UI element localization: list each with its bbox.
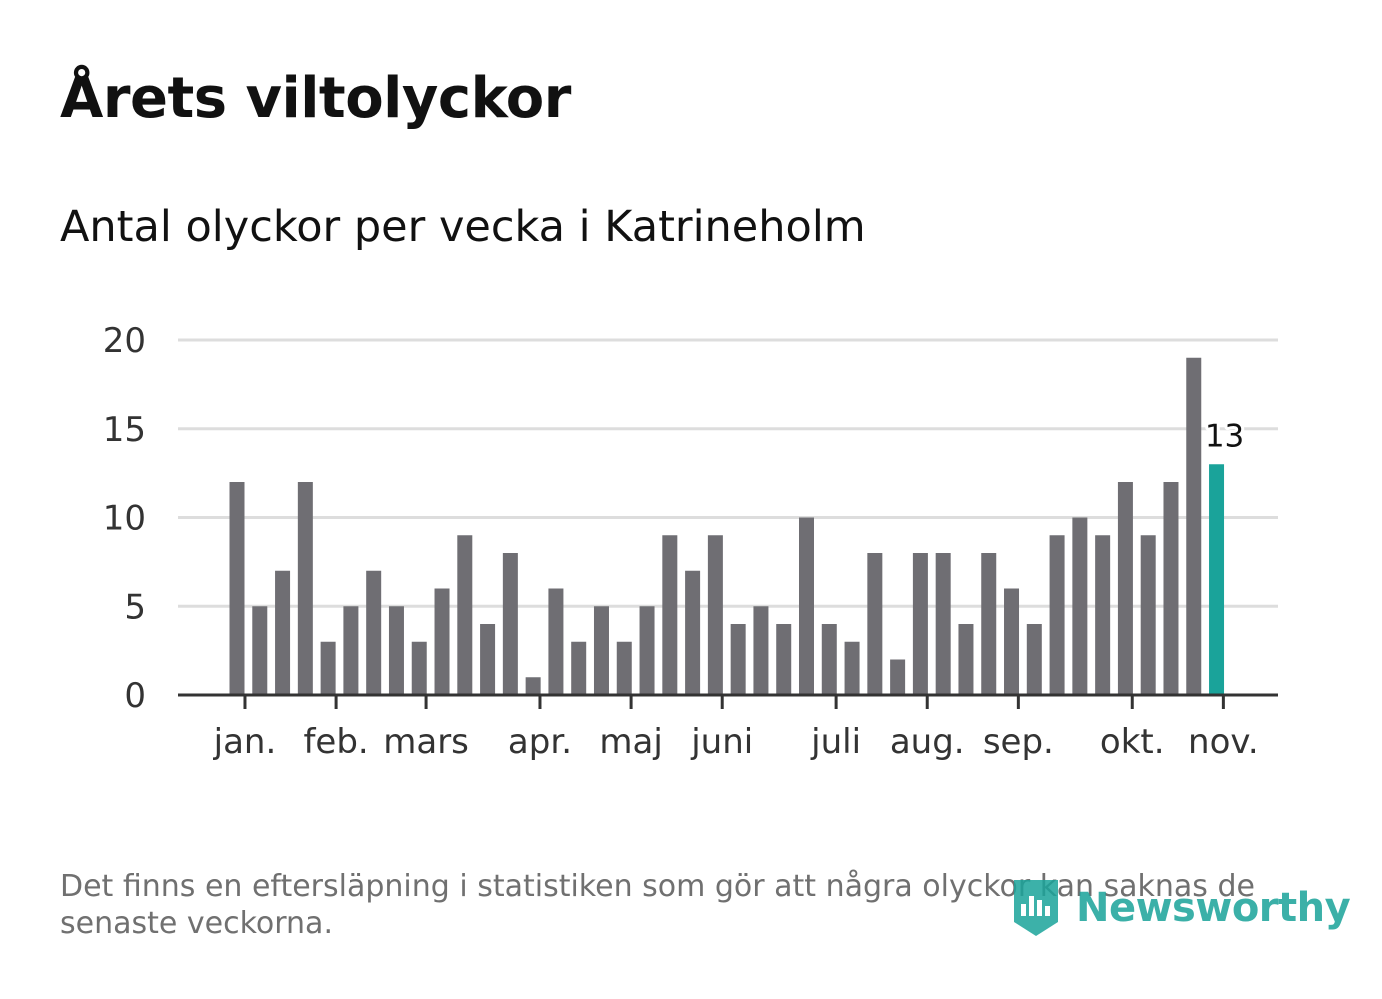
bar bbox=[320, 641, 336, 695]
bar bbox=[366, 570, 382, 695]
bar bbox=[776, 624, 792, 695]
x-tick-label: juni bbox=[690, 722, 753, 762]
bar-chart: 0 5 10 15 20 jan. feb. mars apr. maj juni juli aug.… bbox=[103, 321, 1278, 762]
y-axis-ticks: 0 5 10 15 20 bbox=[103, 321, 146, 716]
x-tick-label: jan. bbox=[213, 722, 277, 762]
bar bbox=[434, 588, 450, 695]
bar bbox=[616, 641, 632, 695]
bar bbox=[707, 535, 723, 695]
bar-highlight bbox=[1209, 464, 1225, 695]
newsworthy-logo-text: Newsworthy bbox=[1076, 885, 1351, 931]
data-labels: 13 bbox=[1202, 415, 1247, 457]
bar bbox=[548, 588, 564, 695]
chart-subtitle: Antal olyckor per vecka i Katrineholm bbox=[60, 202, 866, 252]
bar bbox=[1186, 357, 1202, 695]
bar bbox=[593, 606, 609, 695]
x-tick-label: apr. bbox=[508, 722, 572, 762]
x-tick-label: okt. bbox=[1100, 722, 1165, 762]
y-tick-label: 10 bbox=[103, 499, 146, 539]
bar bbox=[457, 535, 473, 695]
bar bbox=[867, 553, 883, 695]
bar bbox=[935, 553, 951, 695]
bar bbox=[343, 606, 359, 695]
bar bbox=[730, 624, 746, 695]
bar bbox=[1026, 624, 1042, 695]
bar bbox=[821, 624, 837, 695]
chart-title: Årets viltolyckor bbox=[60, 66, 571, 131]
newsworthy-logo: Newsworthy bbox=[1010, 876, 1351, 940]
bar bbox=[1140, 535, 1156, 695]
x-tick-label: aug. bbox=[890, 722, 965, 762]
y-tick-label: 15 bbox=[103, 410, 146, 450]
bar bbox=[662, 535, 678, 695]
bar bbox=[297, 482, 313, 695]
bar bbox=[1117, 482, 1133, 695]
bar bbox=[753, 606, 769, 695]
y-tick-label: 20 bbox=[103, 321, 146, 361]
gridlines bbox=[178, 338, 1278, 608]
bar bbox=[252, 606, 268, 695]
bar bbox=[1163, 482, 1179, 695]
bar bbox=[1049, 535, 1065, 695]
bar bbox=[502, 553, 518, 695]
bar bbox=[275, 570, 291, 695]
x-tick-label: mars bbox=[383, 722, 469, 762]
x-tick-label: sep. bbox=[983, 722, 1054, 762]
bar bbox=[844, 641, 860, 695]
bar bbox=[958, 624, 974, 695]
bar bbox=[1004, 588, 1020, 695]
x-tick-label: nov. bbox=[1188, 722, 1259, 762]
bar bbox=[571, 641, 587, 695]
bar bbox=[411, 641, 427, 695]
bar bbox=[912, 553, 928, 695]
x-tick-label: feb. bbox=[303, 722, 368, 762]
bar bbox=[685, 570, 701, 695]
bar bbox=[981, 553, 997, 695]
bar bbox=[388, 606, 404, 695]
bar bbox=[1072, 517, 1088, 695]
bar bbox=[799, 517, 814, 695]
y-tick-label: 5 bbox=[124, 587, 146, 627]
highlight-value-label: 13 bbox=[1205, 418, 1244, 454]
y-tick-label: 0 bbox=[124, 676, 146, 716]
x-tick-label: juli bbox=[810, 722, 861, 762]
x-tick-label: maj bbox=[599, 722, 662, 762]
bar bbox=[1095, 535, 1111, 695]
bar bbox=[639, 606, 655, 695]
newsworthy-logo-icon bbox=[1014, 880, 1058, 936]
bar bbox=[229, 482, 245, 695]
bar bbox=[480, 624, 496, 695]
bar bbox=[890, 659, 906, 695]
bar bbox=[525, 677, 541, 695]
x-axis-ticks: jan. feb. mars apr. maj juni juli aug. sep. okt. n… bbox=[213, 695, 1259, 762]
bars bbox=[229, 357, 1225, 695]
